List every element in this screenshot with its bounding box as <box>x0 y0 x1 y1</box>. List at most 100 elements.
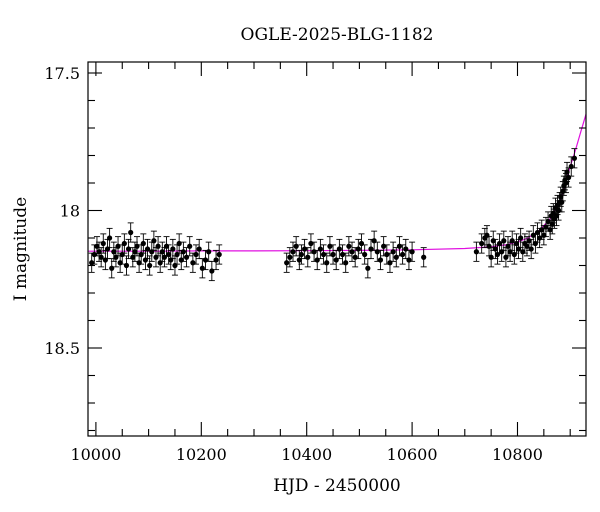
data-point-98 <box>478 233 485 254</box>
data-marker <box>513 240 520 247</box>
data-point-89 <box>390 241 397 262</box>
data-marker <box>509 238 515 244</box>
data-marker <box>111 249 117 255</box>
data-point-53 <box>213 249 220 271</box>
data-point-54 <box>216 244 223 265</box>
data-marker <box>501 238 507 244</box>
data-point-8 <box>106 227 113 249</box>
y-axis-label: I magnitude <box>11 197 31 301</box>
data-marker <box>298 251 305 258</box>
data-point-11 <box>112 247 119 268</box>
data-marker <box>216 251 222 258</box>
data-point-47 <box>193 244 200 265</box>
data-marker <box>377 257 384 263</box>
data-point-97 <box>473 241 480 262</box>
data-point-78 <box>355 238 362 260</box>
data-marker <box>123 262 130 269</box>
data-point-81 <box>364 258 371 279</box>
data-marker <box>293 243 299 249</box>
data-marker <box>140 240 146 247</box>
data-marker <box>534 229 541 236</box>
data-marker <box>543 224 549 230</box>
data-marker <box>166 251 172 258</box>
data-point-80 <box>361 244 368 265</box>
data-marker <box>98 254 104 260</box>
data-marker <box>128 229 134 236</box>
data-marker <box>144 246 151 252</box>
data-point-16 <box>123 255 130 276</box>
data-marker <box>336 246 342 252</box>
data-marker <box>518 235 524 241</box>
data-point-24 <box>140 233 147 254</box>
data-point-149 <box>571 148 578 169</box>
data-marker <box>421 254 427 260</box>
x-tick-label: 10000 <box>70 445 121 464</box>
data-point-31 <box>155 236 162 257</box>
data-marker <box>305 254 311 260</box>
plot-frame <box>87 61 587 437</box>
x-tick-label: 10800 <box>492 445 543 464</box>
data-marker <box>206 249 212 255</box>
data-marker <box>349 249 355 255</box>
data-marker <box>284 260 290 266</box>
data-point-15 <box>121 233 128 254</box>
data-marker <box>296 257 302 263</box>
data-point-56 <box>286 247 293 268</box>
data-point-95 <box>409 241 416 262</box>
data-marker <box>330 251 336 258</box>
data-point-58 <box>293 236 300 257</box>
data-point-52 <box>208 260 215 282</box>
y-tick-label: 17.5 <box>44 64 80 83</box>
x-tick-label: 10400 <box>281 445 332 464</box>
data-marker <box>505 243 511 249</box>
data-marker <box>147 262 153 269</box>
data-marker <box>492 246 498 252</box>
data-marker <box>151 238 157 244</box>
data-marker <box>290 249 296 255</box>
model-line <box>88 114 586 252</box>
data-marker <box>155 243 161 249</box>
data-point-85 <box>377 249 384 271</box>
data-marker <box>524 243 530 249</box>
data-point-70 <box>330 244 337 265</box>
data-marker <box>107 235 113 241</box>
data-marker <box>400 251 406 258</box>
data-marker <box>187 243 193 249</box>
data-marker <box>180 249 186 255</box>
data-marker <box>571 155 578 161</box>
data-marker <box>317 246 323 252</box>
data-point-26 <box>144 238 151 260</box>
data-marker <box>390 249 396 255</box>
data-point-62 <box>304 247 311 268</box>
data-marker <box>159 249 165 255</box>
data-point-75 <box>345 236 352 257</box>
y-tick-label: 18 <box>60 202 80 221</box>
data-marker <box>355 246 361 252</box>
data-marker <box>324 260 330 266</box>
x-tick-label: 10600 <box>387 445 438 464</box>
data-point-76 <box>349 241 356 262</box>
data-marker <box>196 246 202 252</box>
data-point-66 <box>317 238 324 260</box>
plot-area <box>88 114 586 282</box>
x-axis-label: HJD - 2450000 <box>273 476 401 496</box>
data-point-68 <box>323 252 330 273</box>
data-marker <box>539 227 545 233</box>
data-marker <box>121 240 127 247</box>
data-marker <box>193 251 199 258</box>
data-point-121 <box>528 238 535 260</box>
y-tick-label: 18.5 <box>44 339 80 358</box>
axes: 10000 10200 10400 10600 10800 17.5 18 18.5 <box>44 62 586 464</box>
data-point-57 <box>289 241 296 262</box>
data-point-72 <box>336 238 343 260</box>
data-marker <box>479 240 485 247</box>
data-point-45 <box>186 236 193 257</box>
data-marker <box>213 257 219 263</box>
data-point-74 <box>342 252 349 273</box>
data-marker <box>362 251 368 258</box>
data-marker <box>287 254 293 260</box>
data-point-92 <box>399 244 406 265</box>
data-point-43 <box>180 241 187 262</box>
data-marker <box>170 246 176 252</box>
